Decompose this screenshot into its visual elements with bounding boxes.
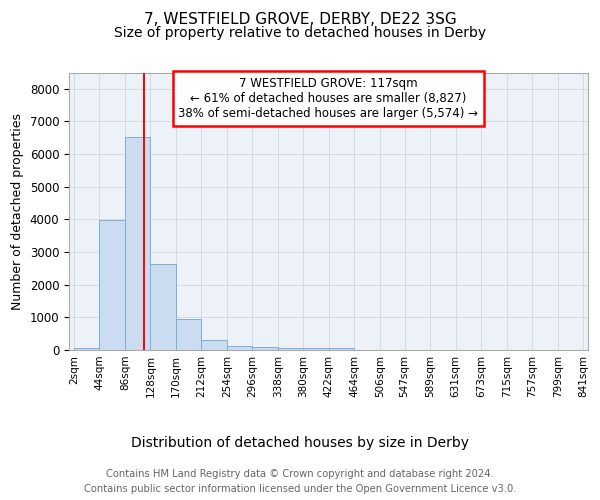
Bar (304, 348, 329, 350)
Bar (227, 346, 253, 350)
Bar (100, 220, 125, 350)
Bar (151, 264, 176, 350)
Bar (253, 346, 278, 350)
Text: Distribution of detached houses by size in Derby: Distribution of detached houses by size … (131, 436, 469, 450)
Text: Size of property relative to detached houses in Derby: Size of property relative to detached ho… (114, 26, 486, 40)
Text: 7 WESTFIELD GROVE: 117sqm
← 61% of detached houses are smaller (8,827)
38% of se: 7 WESTFIELD GROVE: 117sqm ← 61% of detac… (179, 76, 479, 120)
Bar (74, 348, 100, 350)
Bar (202, 340, 227, 350)
Bar (176, 318, 202, 350)
Bar (125, 137, 151, 350)
Bar (329, 348, 354, 350)
Text: 7, WESTFIELD GROVE, DERBY, DE22 3SG: 7, WESTFIELD GROVE, DERBY, DE22 3SG (143, 12, 457, 28)
Bar (278, 348, 304, 350)
Text: Contains public sector information licensed under the Open Government Licence v3: Contains public sector information licen… (84, 484, 516, 494)
Text: Contains HM Land Registry data © Crown copyright and database right 2024.: Contains HM Land Registry data © Crown c… (106, 469, 494, 479)
Y-axis label: Number of detached properties: Number of detached properties (11, 113, 24, 310)
